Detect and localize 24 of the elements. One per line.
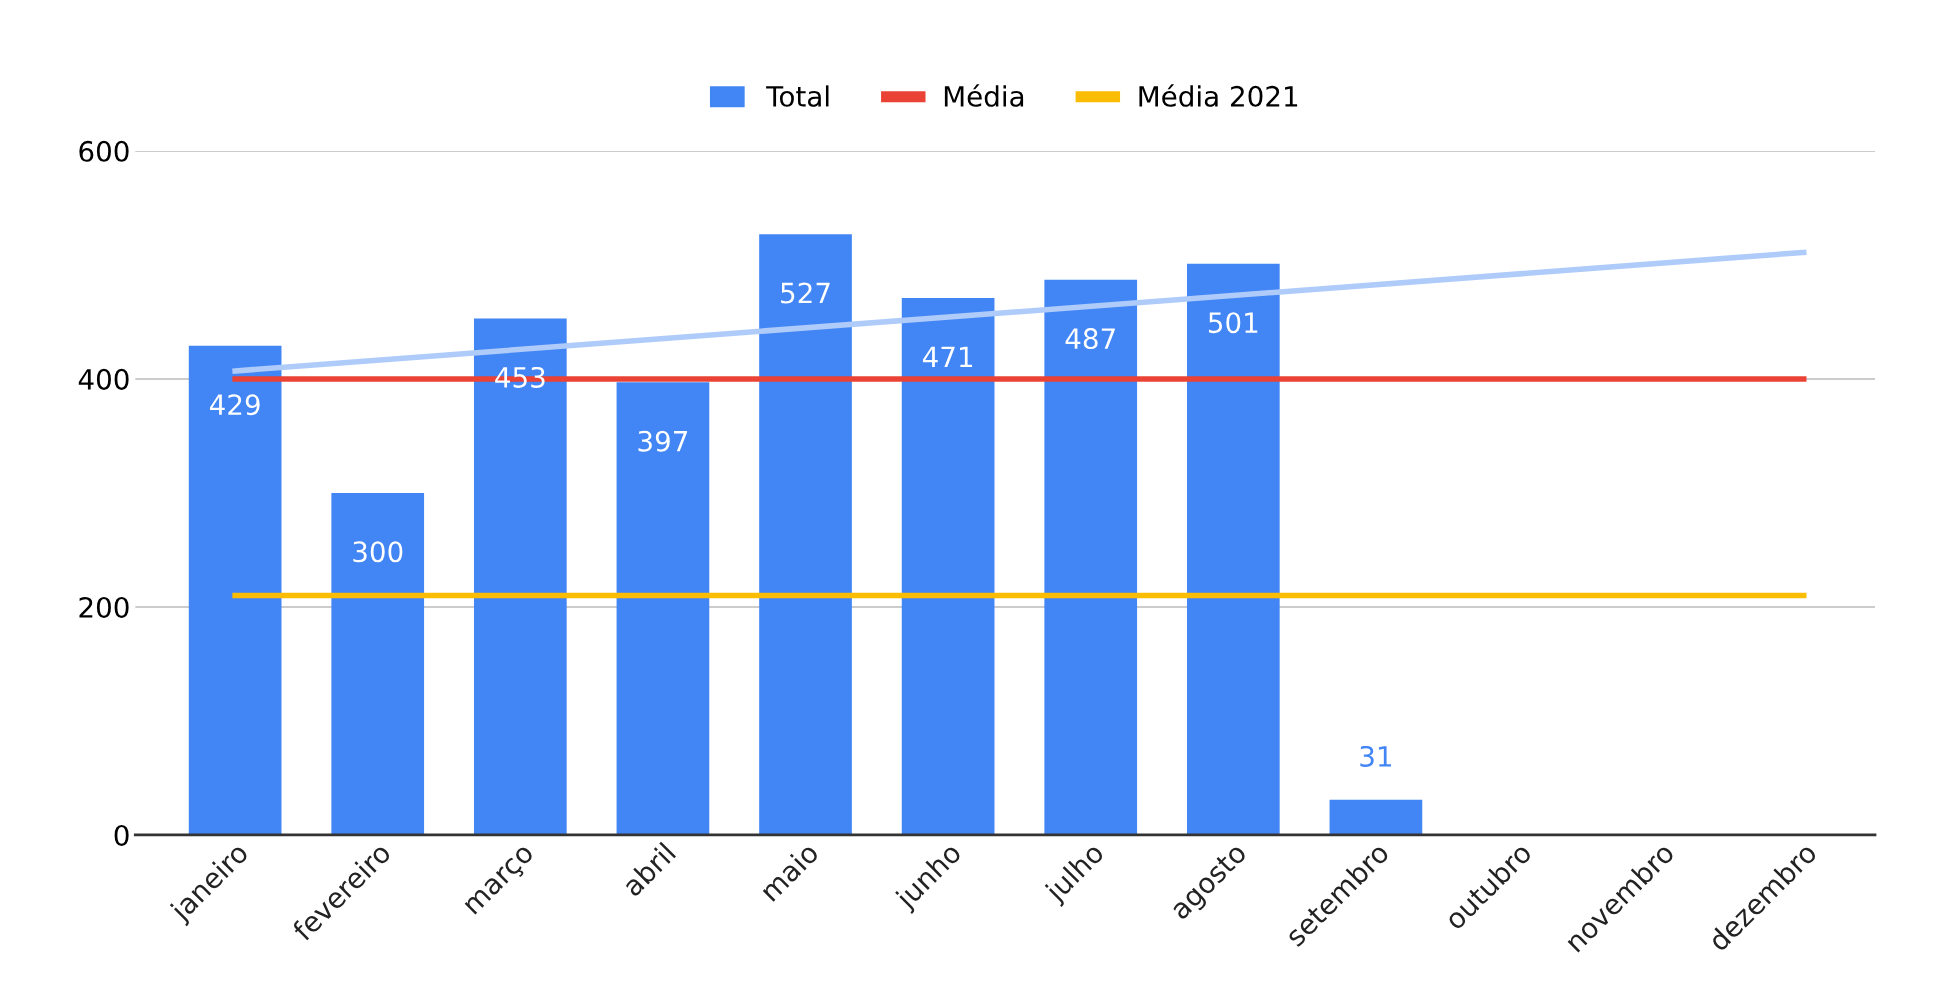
data-label: 300 bbox=[353, 541, 403, 563]
data-label: 471 bbox=[922, 346, 973, 367]
legend-label: Total bbox=[766, 85, 829, 107]
data-label: 501 bbox=[1208, 312, 1258, 334]
bar bbox=[1044, 279, 1138, 835]
legend-label: Média bbox=[944, 84, 1024, 107]
data-label: 527 bbox=[781, 282, 830, 304]
y-tick-label: 400 bbox=[78, 368, 129, 390]
bar bbox=[616, 382, 710, 835]
y-tick-label: 0 bbox=[114, 824, 129, 846]
bar bbox=[331, 492, 425, 835]
bar bbox=[1186, 263, 1280, 835]
bar bbox=[473, 318, 567, 835]
bar bbox=[759, 234, 852, 835]
y-tick-label: 600 bbox=[79, 140, 129, 162]
bar bbox=[901, 297, 995, 835]
data-label: 487 bbox=[1065, 328, 1115, 350]
y-tick-label: 200 bbox=[79, 596, 129, 618]
data-label: 429 bbox=[209, 394, 260, 416]
data-label: 397 bbox=[638, 430, 688, 452]
bar bbox=[188, 345, 282, 835]
legend-label: Média 2021 bbox=[1139, 84, 1298, 107]
bar bbox=[1329, 799, 1423, 835]
data-label: 31 bbox=[1360, 745, 1392, 767]
